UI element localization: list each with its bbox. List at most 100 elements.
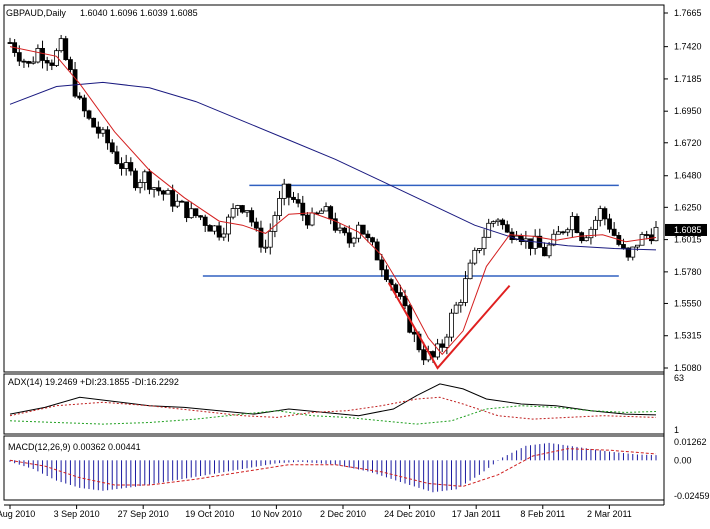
candle-body	[109, 142, 115, 153]
time-axis-tick-label: 8 Feb 2011	[520, 509, 565, 519]
candle-body	[328, 206, 334, 220]
candle-body	[467, 262, 473, 280]
candle-body	[207, 225, 213, 232]
candle-body	[170, 190, 176, 207]
candle-body	[147, 171, 152, 190]
candle-body	[560, 231, 566, 234]
candle-body	[142, 171, 148, 183]
price-axis-tick-label: 1.6250	[674, 202, 702, 212]
adx-series-di-line	[9, 396, 657, 420]
candle-body	[546, 244, 552, 257]
candle-body	[495, 219, 501, 223]
time-axis-tick-label: 27 Sep 2010	[118, 509, 169, 519]
slow-moving-average-line	[9, 81, 657, 251]
candle-body	[137, 182, 143, 189]
candle-body	[588, 228, 594, 239]
candle-body	[281, 183, 287, 199]
candle-body	[421, 349, 427, 361]
v-reversal-annotation	[387, 282, 511, 370]
candle-body	[337, 227, 343, 231]
candle-body	[653, 226, 659, 242]
candle-body	[370, 237, 375, 243]
candle-body	[77, 95, 83, 99]
price-axis-tick-label: 1.5780	[674, 267, 702, 277]
candle-body	[26, 61, 31, 64]
candle-body	[239, 205, 245, 213]
candle-body	[300, 202, 306, 216]
candle-body	[635, 244, 640, 248]
candle-body	[453, 304, 459, 314]
candle-body	[49, 62, 55, 66]
candle-body	[346, 232, 352, 244]
candle-body	[593, 219, 598, 230]
macd-axis-tick-label: 0.01262	[674, 437, 707, 447]
candle-body	[625, 247, 631, 258]
candle-body	[518, 235, 524, 242]
price-axis-tick-label: 1.7185	[674, 74, 702, 84]
candle-body	[286, 183, 292, 198]
adx-series-di-line	[9, 405, 657, 425]
candle-body	[397, 292, 403, 297]
candle-body	[216, 225, 222, 238]
candle-body	[360, 224, 366, 235]
candle-body	[365, 233, 371, 239]
candle-body	[504, 224, 510, 233]
candle-body	[230, 208, 236, 218]
candle-body	[332, 218, 338, 231]
candle-body	[128, 162, 134, 172]
price-axis-tick-label: 1.5550	[674, 298, 702, 308]
adx-series-adx-line	[9, 383, 657, 417]
candle-body	[388, 279, 394, 286]
time-axis-tick-label: 19 Oct 2010	[185, 509, 234, 519]
candle-body	[458, 302, 464, 306]
candle-body	[184, 201, 190, 219]
candle-body	[430, 351, 436, 358]
candle-body	[7, 42, 13, 44]
candle-body	[565, 229, 571, 233]
candle-body	[212, 225, 217, 232]
macd-axis-tick-label: -0.02459	[674, 491, 710, 501]
time-axis-tick-label: 3 Sep 2010	[54, 509, 100, 519]
candle-body	[644, 234, 650, 236]
candle-body	[379, 259, 385, 271]
time-axis-tick-label: 10 Nov 2010	[251, 509, 302, 519]
candle-body	[44, 60, 50, 64]
axes: 1.7665 1.7420 1.7185 1.6950 1.6720 1.6480 1.62…	[0, 8, 710, 519]
candle-body	[439, 343, 445, 348]
candle-body	[179, 200, 185, 203]
candle-body	[481, 236, 487, 250]
candle-body	[569, 215, 575, 231]
candle-body	[277, 198, 282, 216]
price-axis-tick-label: 1.5315	[674, 331, 702, 341]
candle-body	[91, 117, 97, 128]
chart-symbol-title: GBPAUD,Daily	[6, 8, 66, 18]
candle-body	[272, 215, 278, 232]
candle-body	[30, 61, 36, 64]
candle-body	[21, 60, 27, 63]
candle-body	[105, 129, 110, 144]
macd-signal-line	[9, 448, 657, 487]
candle-body	[40, 47, 45, 61]
candle-body	[444, 336, 450, 348]
candle-body	[411, 331, 417, 335]
time-axis-tick-label: 2 Mar 2011	[587, 509, 632, 519]
candle-body	[35, 47, 41, 63]
price-axis-tick-label: 1.7420	[674, 42, 702, 52]
candle-body	[156, 187, 162, 192]
candle-body	[342, 227, 348, 234]
candle-body	[607, 218, 612, 230]
candle-body	[295, 199, 301, 204]
candle-body	[160, 190, 166, 195]
candle-body	[244, 210, 250, 213]
time-axis-tick-label: 24 Dec 2010	[384, 509, 435, 519]
candle-body	[123, 162, 129, 169]
candle-body	[249, 210, 255, 223]
candle-body	[174, 200, 180, 207]
candle-body	[583, 237, 589, 242]
candle-body	[165, 190, 171, 195]
adx-indicator-title: ADX(14) 19.2469 +DI:23.1855 -DI:16.2292	[8, 377, 179, 387]
macd-indicator-title: MACD(12,26,9) 0.00362 0.00441	[8, 442, 141, 452]
fast-moving-average-line	[9, 46, 657, 356]
candle-body	[384, 269, 389, 281]
